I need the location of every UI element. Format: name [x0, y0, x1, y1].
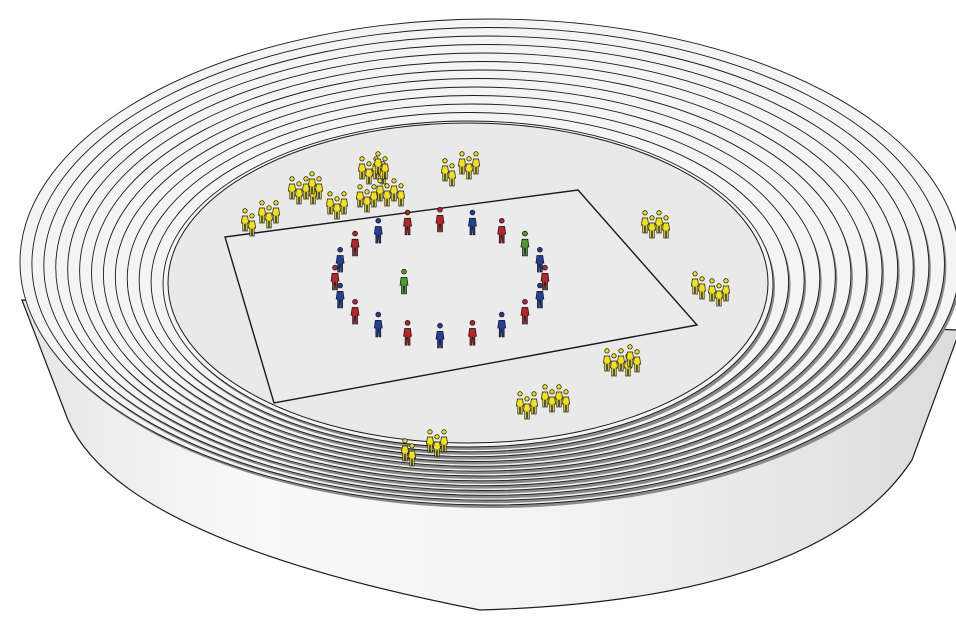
- player-figure: [335, 246, 345, 273]
- spectator-figure: [425, 429, 435, 453]
- player-figure: [335, 282, 345, 309]
- spectator-figure: [522, 396, 532, 420]
- player-figure: [373, 217, 383, 244]
- players-circle: [330, 206, 550, 349]
- spectator-figure: [264, 205, 274, 229]
- spectator-figure: [362, 189, 372, 213]
- player-figure: [435, 206, 445, 233]
- player-figure: [373, 311, 383, 338]
- spectator-figure: [407, 443, 417, 467]
- spectator-figure: [609, 353, 619, 377]
- spectator-figure: [707, 278, 717, 302]
- spectator-figure: [307, 171, 317, 195]
- player-figure: [535, 246, 545, 273]
- spectator-figure: [647, 215, 657, 239]
- spectator-groups: [240, 151, 731, 467]
- spectator-figure: [602, 348, 612, 372]
- spectator-figure: [357, 156, 367, 180]
- spectator-figure: [471, 151, 481, 175]
- player-figure: [497, 311, 507, 338]
- spectator-figure: [240, 208, 250, 232]
- spectator-figure: [271, 200, 281, 224]
- player-figure: [497, 217, 507, 244]
- spectator-figure: [632, 349, 642, 373]
- player-figure: [535, 282, 545, 309]
- player-figure: [520, 298, 530, 325]
- spectator-figure: [389, 178, 399, 202]
- spectator-figure: [547, 389, 557, 413]
- spectator-figure: [287, 176, 297, 200]
- spectator-figure: [325, 191, 335, 215]
- spectator-figure: [654, 210, 664, 234]
- player-figure: [350, 230, 360, 257]
- spectator-figure: [432, 434, 442, 458]
- spectator-figure: [364, 161, 374, 185]
- spectator-figure: [247, 213, 257, 237]
- spectator-figure: [515, 391, 525, 415]
- spectator-figure: [625, 344, 635, 368]
- player-figure: [435, 322, 445, 349]
- spectator-figure: [714, 283, 724, 307]
- spectator-figure: [314, 176, 324, 200]
- player-figure: [468, 320, 477, 346]
- spectator-figure: [382, 183, 392, 207]
- spectator-figure: [529, 391, 539, 415]
- spectator-figure: [640, 210, 650, 234]
- player-figure: [468, 209, 477, 236]
- player-figure: [540, 264, 550, 291]
- spectator-figure: [396, 183, 406, 207]
- spectator-figure: [400, 438, 410, 462]
- spectator-figure: [561, 389, 571, 413]
- spectator-figure: [464, 156, 474, 180]
- spectator-figure: [440, 158, 450, 182]
- spectator-figure: [447, 163, 457, 187]
- spectator-figure: [661, 215, 671, 239]
- spectator-figure: [373, 151, 383, 175]
- spectator-figure: [332, 196, 342, 220]
- spectator-figure: [380, 156, 390, 180]
- spectator-figure: [457, 151, 467, 175]
- player-figure: [520, 230, 530, 257]
- spectator-figure: [697, 276, 707, 300]
- spectator-figure: [540, 384, 550, 408]
- spectator-figure: [616, 348, 626, 372]
- player-figure: [403, 320, 412, 346]
- spectator-figure: [721, 278, 731, 302]
- field-outline: [224, 189, 699, 404]
- spectator-figure: [355, 184, 365, 208]
- player-figure: [330, 264, 340, 291]
- spectator-figure: [439, 429, 449, 453]
- spectator-figure: [690, 271, 700, 295]
- player-figure: [399, 268, 409, 295]
- spectator-figure: [375, 178, 385, 202]
- spectator-figure: [294, 181, 304, 205]
- player-figure: [350, 298, 360, 325]
- spectator-figure: [257, 200, 267, 224]
- spectator-figure: [339, 191, 349, 215]
- spectator-figure: [554, 384, 564, 408]
- player-figure: [403, 209, 412, 236]
